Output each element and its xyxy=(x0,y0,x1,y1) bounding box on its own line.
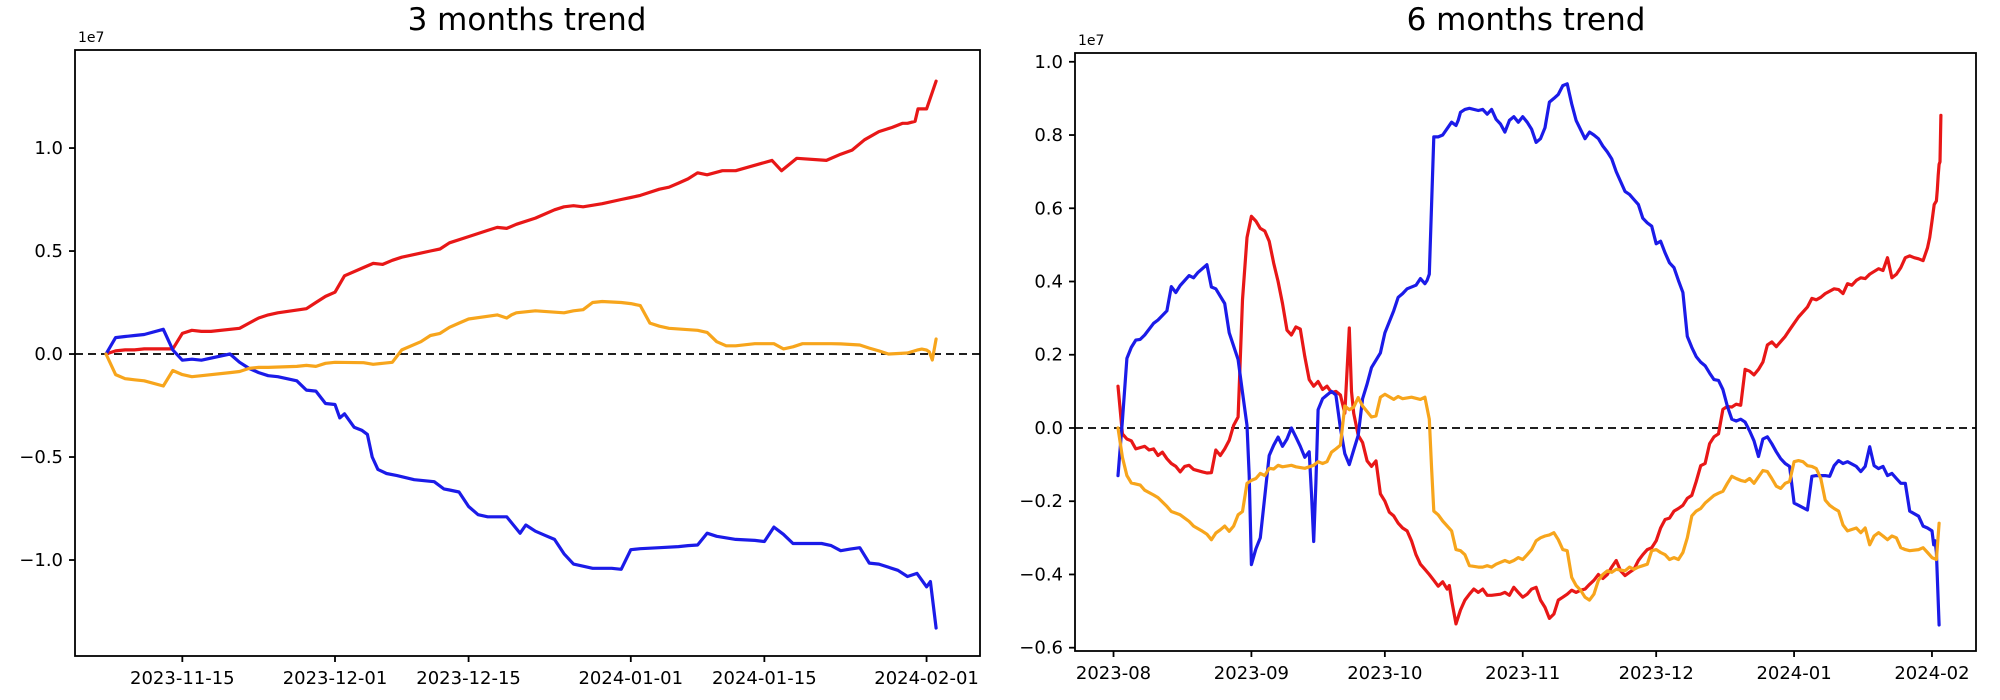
six-months-trend-chart: 1e7 1.0 0.8 0.6 0.4 0.2 0.0 −0.2 −0.4 −0.6 2023-08… xyxy=(1019,33,1977,684)
three-months-trend-chart: 1e7 1.0 0.5 0.0 −0.5 −1.0 2023-11-15 2023-12-01… xyxy=(19,30,981,689)
x-tick-label: 2023-08 xyxy=(1076,663,1151,684)
chart-title-3-months: 3 months trend xyxy=(407,2,647,38)
x-tick-label: 2023-09 xyxy=(1214,663,1289,684)
x-tick-label: 2023-12 xyxy=(1619,663,1694,684)
series-orange-line xyxy=(104,299,938,388)
y-tick-label: 0.8 xyxy=(1034,125,1063,146)
panel-6-months: 6 months trend 1e7 1.0 0.8 0.6 0.4 0.2 0.0 −0.2… xyxy=(1000,0,2000,700)
x-tick-label: 2023-10 xyxy=(1347,663,1422,684)
x-tick-label: 2024-01-15 xyxy=(712,668,817,689)
series-red-line xyxy=(1116,113,1943,626)
x-tick-label: 2024-02 xyxy=(1894,663,1969,684)
y-axis-offset-label: 1e7 xyxy=(78,30,104,46)
y-tick-label: 1.0 xyxy=(1034,52,1063,73)
y-tick-label: −0.6 xyxy=(1019,638,1063,659)
y-tick-label: 0.5 xyxy=(34,241,63,262)
chart-title-6-months: 6 months trend xyxy=(1406,2,1646,38)
x-tick-label: 2023-11 xyxy=(1485,663,1560,684)
y-tick-label: 0.2 xyxy=(1034,345,1063,366)
series-red-line xyxy=(104,79,938,356)
x-tick-label: 2024-02-01 xyxy=(874,668,979,689)
y-tick-label: 1.0 xyxy=(34,138,63,159)
y-tick-label: −1.0 xyxy=(19,550,63,571)
x-tick-label: 2023-11-15 xyxy=(130,668,235,689)
y-tick-label: 0.6 xyxy=(1034,198,1063,219)
y-tick-label: 0.0 xyxy=(1034,418,1063,439)
y-tick-label: 0.4 xyxy=(1034,272,1063,293)
y-tick-label: −0.5 xyxy=(19,447,63,468)
x-tick-label: 2024-01 xyxy=(1756,663,1831,684)
y-axis-offset-label: 1e7 xyxy=(1078,33,1104,49)
y-tick-label: −0.4 xyxy=(1019,564,1063,585)
series-orange-line xyxy=(1116,392,1941,602)
plot-area-border xyxy=(1074,52,1977,652)
y-tick-label: 0.0 xyxy=(34,344,63,365)
plot-area-border xyxy=(74,49,981,657)
panel-3-months: 3 months trend 1e7 1.0 0.5 0.0 −0.5 −1.0 2023-… xyxy=(19,2,981,689)
y-tick-label: −0.2 xyxy=(1019,491,1063,512)
series-blue-line xyxy=(1116,82,1941,627)
series-blue-line xyxy=(104,327,938,630)
x-tick-label: 2023-12-15 xyxy=(416,668,521,689)
x-tick-label: 2023-12-01 xyxy=(283,668,388,689)
x-tick-label: 2024-01-01 xyxy=(578,668,683,689)
